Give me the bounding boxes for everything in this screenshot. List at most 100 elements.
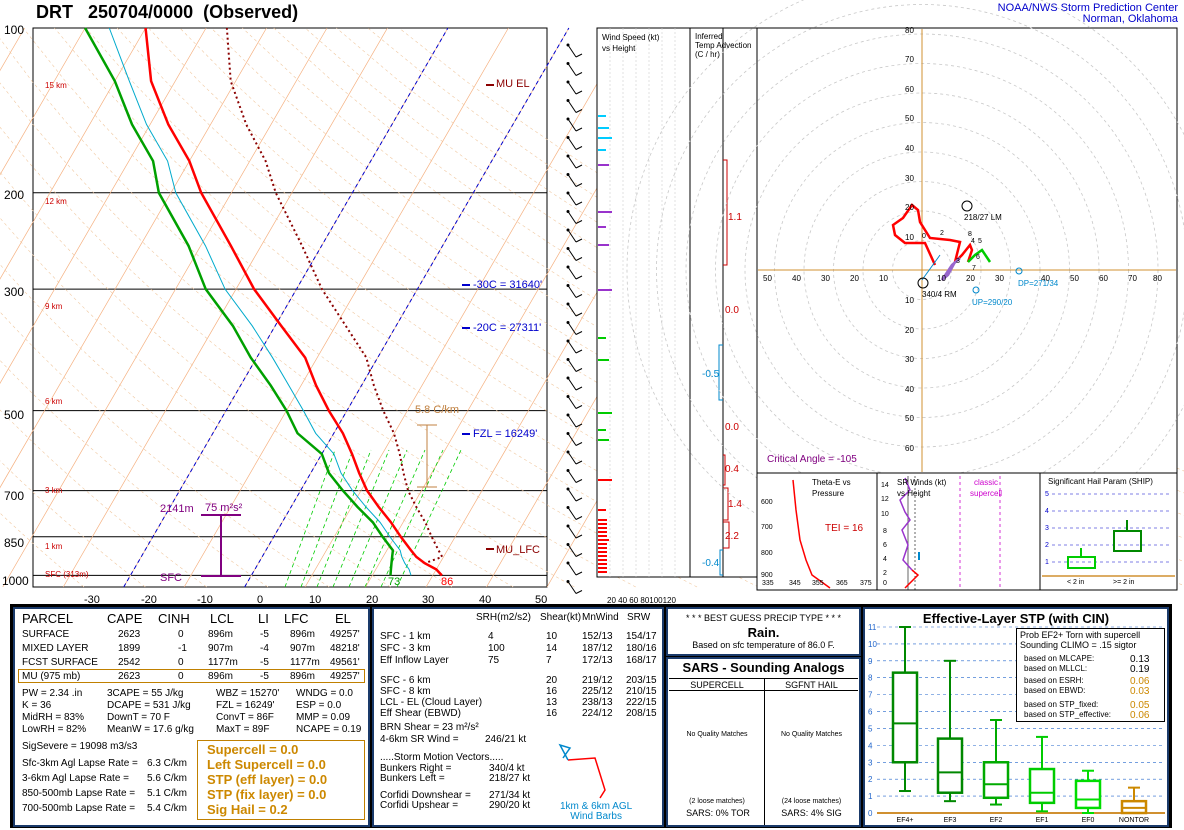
- theta-title-2: Pressure: [812, 489, 845, 498]
- mixing-ratio-line: [332, 449, 390, 588]
- kin-label: SFC - 3 km: [380, 643, 431, 654]
- hodo-y-tick: 10: [905, 296, 914, 305]
- stp-prob-value: 0.03: [1130, 686, 1150, 697]
- hodo-x-tick: 20: [966, 274, 975, 283]
- kin-header: Shear(kt): [540, 612, 582, 623]
- stp-prob-label: based on MLLCL:: [1024, 664, 1088, 673]
- wind-barb: [567, 174, 577, 187]
- lapse-label: 850-500mb Lapse Rate =: [22, 788, 136, 799]
- wind-barb: [567, 396, 577, 409]
- wind-barb-dot: [566, 580, 570, 583]
- stp-prob-label: based on EBWD:: [1024, 686, 1086, 695]
- kin-cell: 187/12: [582, 643, 613, 654]
- kin-label: SFC - 1 km: [380, 631, 431, 642]
- classic-supercell-label: classic supercell: [970, 477, 1002, 499]
- stp-y-tick: 3: [868, 758, 873, 767]
- wind-barb: [567, 155, 577, 169]
- stp-category: EF1: [1036, 817, 1049, 824]
- hodo-x-tick: 40: [792, 274, 801, 283]
- isotherm: [183, 27, 509, 588]
- thermo-cell: LowRH = 82%: [22, 724, 87, 735]
- pressure-label: 300: [4, 285, 25, 299]
- kin-header: SRH(m2/s2): [476, 612, 532, 623]
- wind-barb: [567, 303, 577, 317]
- kin-cell: 172/13: [582, 655, 613, 666]
- sars-no-match: No Quality Matches: [686, 731, 748, 738]
- kin-cell: 75: [488, 655, 500, 666]
- wind-barb-flag: [575, 183, 583, 187]
- kin-cell: 14: [546, 643, 558, 654]
- wind-barb-dot: [566, 210, 570, 213]
- hodo-x-tick: 70: [1128, 274, 1137, 283]
- wind-barb-dot: [566, 154, 570, 158]
- wind-barb-dot: [566, 284, 570, 287]
- sars-loose: (24 loose matches): [781, 798, 842, 805]
- kin-cell: 238/13: [582, 697, 613, 708]
- wind-barb: [567, 488, 577, 502]
- sr-y-tick: 0: [883, 580, 887, 587]
- wind-barb-flag: [575, 423, 583, 428]
- kin-cell: 4: [488, 631, 494, 642]
- parcel-cell: 0: [178, 657, 184, 668]
- kin-label: LCL - EL (Cloud Layer): [380, 697, 483, 708]
- tadv-bar: [723, 454, 726, 486]
- kin-cell: 222/15: [626, 697, 657, 708]
- wind-barb-dot: [566, 191, 570, 195]
- wind-barb-dot: [566, 413, 570, 417]
- composite-value: STP (fix layer) = 0.0: [207, 787, 327, 802]
- pressure-label: 700: [4, 489, 25, 503]
- isotherm: [304, 27, 630, 588]
- hodo-x-tick: 20: [850, 274, 859, 283]
- hodo-y-tick: 60: [905, 444, 914, 453]
- tadv-title-2: Temp Advection: [695, 41, 752, 50]
- wind-barb-dot: [566, 561, 570, 565]
- stp-prob-label: based on STP_effective:: [1024, 710, 1112, 719]
- sars-col-supercell: SUPERCELL: [690, 680, 744, 690]
- stp-box: [1028, 767, 1056, 805]
- parcel-cell: SURFACE: [22, 629, 70, 640]
- wind-barb: [567, 414, 577, 428]
- wind-barb-dot: [566, 395, 570, 398]
- dry-adiabat: [116, 27, 943, 588]
- pressure-label: 1000: [2, 574, 29, 588]
- wind-barb-flag: [575, 516, 583, 520]
- parcel-cell: -5: [260, 657, 269, 668]
- wind-barb-flag: [575, 201, 583, 206]
- parcel-header: PARCEL: [22, 611, 74, 626]
- upshear-marker: [972, 286, 980, 294]
- sr-title-2: vs Height: [897, 489, 931, 498]
- wind-barb-dot: [566, 43, 570, 47]
- tadv-value: 0.4: [725, 464, 739, 475]
- wind-barb-flag: [575, 571, 583, 576]
- wind-barb-flag: [575, 146, 583, 150]
- tadv-bar: [719, 549, 723, 576]
- stp-y-tick: 5: [868, 724, 873, 733]
- hodo-x-tick: 30: [995, 274, 1004, 283]
- dry-adiabat: [0, 217, 452, 588]
- hodo-y-tick: 70: [905, 55, 914, 64]
- sr-y-tick: 4: [883, 556, 887, 563]
- stp-y-tick: 7: [868, 691, 873, 700]
- wind-barb-flag: [575, 275, 583, 280]
- parcel-cell: FCST SURFACE: [22, 657, 98, 668]
- parcel-cell: 49561': [330, 657, 360, 668]
- dry-adiabat: [0, 171, 514, 588]
- kin-label: Eff Inflow Layer: [380, 655, 449, 666]
- barb-label-2: Wind Barbs: [570, 811, 622, 822]
- wind-barb-flag: [575, 312, 583, 317]
- wind-barb: [567, 63, 577, 76]
- wind-barb-flag: [575, 442, 583, 446]
- mu-lfc-label: MU_LFC: [496, 544, 541, 556]
- parcel-cell: 49257': [330, 671, 360, 682]
- tadv-value: 0.0: [725, 422, 739, 433]
- hodo-trace-low: [891, 203, 974, 267]
- wind-barb: [567, 192, 577, 206]
- sr-trace: [899, 477, 913, 571]
- sr-title: SR Winds (kt) vs Height: [897, 477, 946, 499]
- stp-box: [982, 761, 1010, 800]
- temp-tick: 0: [257, 594, 264, 606]
- wind-barb-flag: [575, 127, 583, 132]
- kin-cell: 10: [546, 631, 558, 642]
- parcel-cell: 1899: [118, 643, 141, 654]
- height-label: 12 km: [45, 197, 67, 206]
